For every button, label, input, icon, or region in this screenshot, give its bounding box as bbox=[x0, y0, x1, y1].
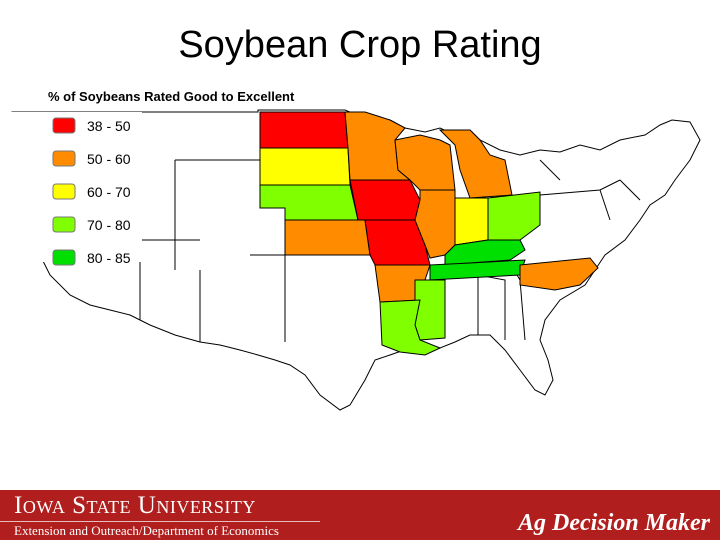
state-michigan bbox=[438, 129, 513, 199]
map-legend: % of Soybeans Rated Good to Excellent 38… bbox=[10, 89, 295, 266]
map-heading: % of Soybeans Rated Good to Excellent bbox=[48, 89, 295, 104]
legend-label: 50 - 60 bbox=[87, 151, 131, 167]
us-map: % of Soybeans Rated Good to Excellent 38… bbox=[0, 80, 720, 490]
footer-bar: Iowa State University Extension and Outr… bbox=[0, 490, 720, 540]
state-north-carolina bbox=[519, 257, 599, 291]
brand-logo-text: Ag Decision Maker bbox=[518, 510, 710, 536]
state-tennessee bbox=[429, 259, 526, 281]
legend-swatch bbox=[52, 117, 76, 134]
state-nebraska bbox=[259, 184, 359, 221]
state-indiana bbox=[454, 197, 489, 246]
legend-background bbox=[10, 112, 142, 262]
legend-swatch bbox=[52, 183, 76, 200]
state-louisiana bbox=[379, 299, 442, 356]
slide-title: Soybean Crop Rating bbox=[178, 24, 542, 66]
legend-label: 38 - 50 bbox=[87, 118, 131, 134]
state-north-dakota bbox=[259, 111, 349, 149]
legend-swatch bbox=[52, 150, 76, 167]
legend-swatch bbox=[52, 249, 76, 266]
us-map-svg: % of Soybeans Rated Good to Excellent 38… bbox=[10, 89, 701, 411]
state-kentucky bbox=[444, 239, 526, 266]
footer-divider bbox=[0, 521, 320, 522]
state-south-dakota bbox=[259, 147, 351, 186]
colored-states bbox=[259, 111, 599, 356]
us-outline bbox=[11, 109, 701, 411]
department-subtitle: Extension and Outreach/Department of Eco… bbox=[14, 523, 279, 538]
legend-label: 70 - 80 bbox=[87, 217, 131, 233]
legend-label: 80 - 85 bbox=[87, 250, 131, 266]
state-mississippi bbox=[414, 279, 446, 341]
legend-label: 60 - 70 bbox=[87, 184, 131, 200]
state-iowa bbox=[349, 179, 421, 221]
state-kansas bbox=[284, 219, 371, 256]
legend-items: 38 - 50 50 - 60 60 - 70 70 - 80 80 - 85 bbox=[52, 117, 131, 266]
legend-swatch bbox=[52, 216, 76, 233]
university-name: Iowa State University bbox=[14, 492, 256, 519]
state-ohio bbox=[487, 191, 541, 241]
